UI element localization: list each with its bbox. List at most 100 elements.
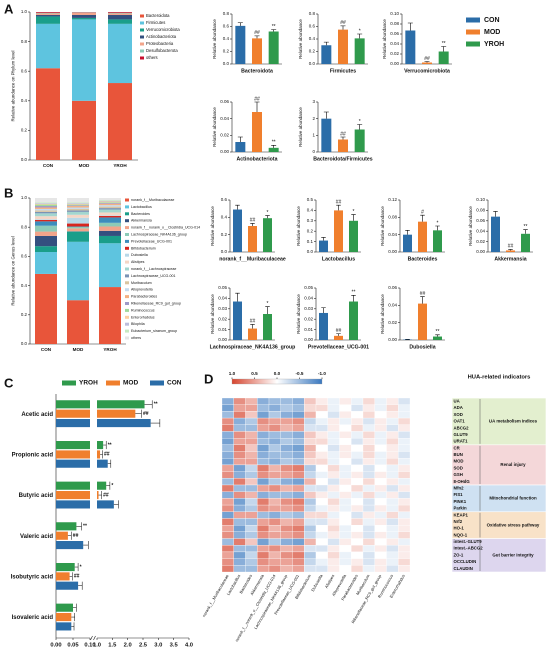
heatmap-cell: [374, 397, 387, 405]
error-bar: [340, 25, 346, 30]
heatmap-cell: [339, 518, 352, 526]
y-tick-label: 0.4: [309, 36, 316, 41]
heatmap-cell: [221, 464, 234, 472]
heatmap-title: HUA-related indicators: [468, 375, 531, 381]
y-tick-label: 0.4: [223, 36, 230, 41]
y-tick-label: 0.04: [304, 296, 313, 301]
stack-segment: [99, 243, 121, 288]
significance-label: **: [524, 224, 528, 230]
heatmap-cell: [304, 551, 317, 559]
legend-label: Akkermansia: [131, 219, 152, 223]
heatmap-cell: [292, 491, 305, 499]
heatmap-cell: [339, 451, 352, 459]
heatmap-cell: [315, 411, 328, 419]
heatmap-cell: [339, 458, 352, 466]
significance-label: ##: [104, 452, 110, 458]
heatmap-cell: [304, 411, 317, 419]
heatmap-cell: [315, 518, 328, 526]
heatmap-cell: [257, 417, 270, 425]
stack-segment: [72, 19, 96, 101]
heatmap-cell: [257, 431, 270, 439]
heatmap-cell: [233, 444, 246, 452]
heatmap-cell: [398, 538, 411, 546]
heatmap-cell: [315, 491, 328, 499]
row-label: Nrf2: [454, 519, 463, 524]
x-tick-label: 3.0: [154, 643, 162, 649]
heatmap-cell: [221, 538, 234, 546]
heatmap-cell: [280, 545, 293, 553]
y-tick-label: 0.2: [221, 232, 228, 237]
stack-segment: [35, 246, 57, 253]
legend-label: Proteobacteria: [146, 41, 174, 46]
heatmap-cell: [386, 531, 399, 539]
error-bar: [271, 29, 277, 32]
heatmap-cell: [304, 404, 317, 412]
colorbar-label: 1.0: [229, 371, 236, 376]
legend-label: others: [146, 55, 158, 60]
y-tick-label: 0.0: [21, 341, 28, 346]
y-tick-label: 0: [312, 149, 315, 154]
heatmap-cell: [315, 538, 328, 546]
error-bar: [323, 111, 329, 119]
significance-label: ##: [420, 291, 426, 297]
axis-break: [90, 635, 96, 641]
stack-segment: [35, 235, 57, 247]
legend-label: YROH: [484, 41, 504, 48]
x-tick-label: 1.5: [108, 643, 117, 649]
y-tick-label: 1: [312, 133, 315, 138]
heatmap-cell: [351, 464, 364, 472]
x-tick-label: 4.0: [185, 643, 193, 649]
heatmap-cell: [315, 504, 328, 512]
heatmap-cell: [268, 531, 281, 539]
heatmap-cell: [304, 417, 317, 425]
y-axis-label: Relative abundance: [298, 107, 303, 147]
stack-segment: [99, 203, 121, 206]
panel-letter: C: [4, 375, 14, 390]
bar: [403, 234, 412, 252]
legend-swatch: [140, 56, 144, 60]
heatmap-cell: [221, 511, 234, 519]
bar: [506, 250, 515, 252]
legend-label: Alistipes: [131, 260, 145, 264]
heatmap-cell: [339, 538, 352, 546]
stack-segment: [108, 23, 132, 84]
stack-segment: [35, 219, 57, 222]
heatmap-cell: [351, 504, 364, 512]
error-bar: [150, 419, 161, 428]
heatmap-cell: [292, 458, 305, 466]
y-tick-label: 0.02: [220, 133, 229, 138]
bar: [248, 226, 257, 252]
heatmap-cell: [233, 551, 246, 559]
heatmap-cell: [398, 417, 411, 425]
y-tick-label: 0.04: [220, 116, 229, 121]
heatmap-cell: [245, 478, 258, 486]
error-bar: [144, 400, 153, 409]
y-tick-label: 0.00: [218, 337, 227, 342]
legend-label: Parabacteroides: [131, 295, 157, 299]
bar: [418, 303, 427, 340]
y-tick-label: 0.8: [21, 224, 28, 229]
heatmap-cell: [339, 504, 352, 512]
heatmap-cell: [351, 511, 364, 519]
heatmap-cell: [221, 397, 234, 405]
error-bar: [351, 214, 356, 221]
legend-swatch: [125, 288, 129, 292]
heatmap-cell: [374, 504, 387, 512]
bar: [433, 230, 442, 252]
heatmap-cell: [386, 458, 399, 466]
legend-label: Bifidobacterium: [131, 246, 156, 250]
heatmap-cell: [315, 478, 328, 486]
bar: [491, 216, 500, 252]
heatmap-cell: [233, 504, 246, 512]
heatmap-cell: [339, 404, 352, 412]
stack-segment: [99, 215, 121, 218]
x-tick-label: YROH: [113, 163, 127, 168]
heatmap-cell: [257, 464, 270, 472]
legend-label: Firmicutes: [146, 20, 165, 25]
heatmap-cell: [233, 411, 246, 419]
bar: [438, 51, 449, 64]
heatmap-cell: [398, 424, 411, 432]
stack-segment: [99, 230, 121, 236]
heatmap-cell: [315, 545, 328, 553]
heatmap-cell: [221, 424, 234, 432]
